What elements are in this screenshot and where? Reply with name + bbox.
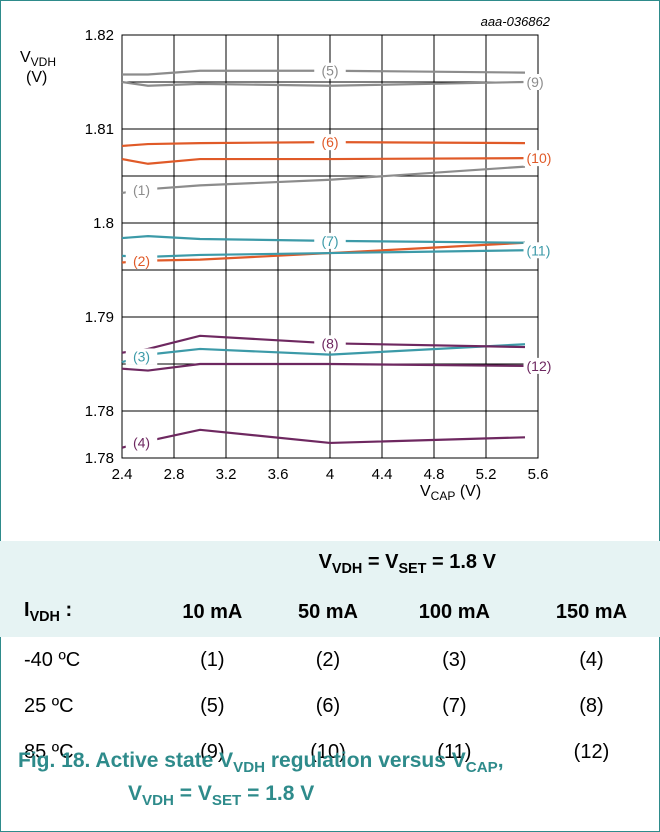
series-label: (8) (321, 335, 338, 351)
series-label-bg (314, 62, 346, 79)
series-labels: (1) (2) (3) (4) (5) (6) (7) (8) (9) (10) (11) (12) (125, 62, 564, 451)
series-label-bg (314, 335, 346, 352)
series-label-bg (125, 182, 158, 199)
series-line-9 (121, 80, 526, 87)
series-label: (6) (321, 134, 338, 150)
series-label: (12) (527, 358, 552, 374)
column-header: 50 mA (270, 587, 386, 637)
series-line-4 (121, 428, 526, 449)
curve-id-cell: (6) (315, 694, 341, 717)
series-label-bg (314, 134, 346, 151)
y-tick-label: 1.81 (85, 121, 114, 138)
series-label: (2) (133, 253, 150, 269)
y-axis-label: VVDH (20, 49, 56, 69)
y-tick-label: 1.79 (85, 309, 114, 326)
x-tick-label: 4.4 (372, 466, 393, 483)
series-line-12 (121, 362, 526, 372)
series-label: (7) (321, 233, 338, 249)
series-label-bg (523, 74, 555, 90)
series-label-bg (125, 348, 158, 365)
x-tick-label: 3.2 (216, 466, 237, 483)
legend-table-title-row: VVDH = VSET = 1.8 V (0, 541, 660, 587)
y-tick-label: 1.8 (93, 215, 114, 232)
curve-id-cell: (3) (442, 648, 467, 671)
series-label: (1) (133, 182, 150, 198)
figure-caption: Fig. 18. Active state VVDH regulation ve… (18, 749, 504, 810)
y-tick-labels: 1.78 1.78 1.79 1.8 1.81 1.82 (85, 27, 114, 467)
series-label-bg (125, 253, 158, 270)
column-header: 150 mA (522, 587, 660, 637)
series-lines (121, 69, 526, 449)
legend-table-header-row: IVDH : 10 mA 50 mA 100 mA 150 mA (0, 587, 660, 637)
series-label-bg (314, 232, 346, 249)
table-row: 25 ºC (5) (6) (7) (8) (0, 683, 660, 729)
curve-id-cell: (10) (310, 740, 346, 763)
x-tick-label: 4.8 (424, 466, 445, 483)
doc-id: aaa-036862 (481, 14, 551, 29)
column-header: 10 mA (154, 587, 271, 637)
curve-id-cell: (5) (200, 694, 225, 717)
series-label: (11) (527, 242, 551, 258)
series-line-7 (121, 235, 526, 244)
y-tick-label: 1.78 (85, 450, 114, 467)
curve-id-cell: (9) (200, 740, 225, 763)
curve-id-cell: (8) (579, 694, 604, 717)
table-row: 85 ºC (9) (10) (11) (12) (0, 729, 660, 775)
series-line-1 (121, 165, 526, 195)
series-label-bg (125, 434, 158, 451)
y-tick-label: 1.78 (85, 403, 114, 420)
curve-id-cell: (1) (200, 648, 225, 671)
x-tick-label: 4 (326, 466, 334, 483)
line-chart: 1.78 1.78 1.79 1.8 1.81 1.82 2.4 2.8 3.2 3.6 4 4.4… (20, 14, 564, 503)
curve-id-cell: (7) (442, 694, 467, 717)
series-label: (3) (133, 348, 150, 364)
temperature-cell: 85 ºC (24, 740, 74, 763)
series-label: (10) (527, 150, 552, 166)
x-tick-labels: 2.4 2.8 3.2 3.6 4 4.4 4.8 5.2 5.6 (112, 466, 549, 483)
x-axis-label: VCAP (V) (420, 483, 481, 503)
curve-id-cell: (12) (573, 740, 610, 763)
x-tick-label: 5.2 (476, 466, 497, 483)
temperature-cell: -40 ºC (24, 648, 81, 671)
legend-table: VVDH = VSET = 1.8 V IVDH : 10 mA 50 mA 1… (0, 541, 660, 775)
x-tick-label: 2.8 (164, 466, 185, 483)
series-label-bg (523, 357, 564, 374)
x-tick-label: 3.6 (268, 466, 289, 483)
temperature-cell: 25 ºC (24, 694, 74, 717)
series-label-bg (523, 242, 564, 259)
curve-id-cell: (4) (579, 648, 604, 671)
series-label: (4) (133, 435, 150, 451)
curve-id-cell: (2) (315, 648, 341, 671)
x-tick-label: 5.6 (528, 466, 549, 483)
y-axis-unit: (V) (26, 69, 47, 86)
series-label: (5) (321, 63, 338, 79)
series-line-11 (121, 249, 526, 258)
legend-table-title: VVDH = VSET = 1.8 V (154, 541, 660, 587)
column-header: 100 mA (385, 587, 523, 637)
current-header: IVDH : (0, 587, 155, 637)
table-row: -40 ºC (1) (2) (3) (4) (0, 637, 660, 683)
series-label-bg (523, 150, 564, 167)
curve-id-cell: (11) (437, 740, 472, 763)
series-line-10 (121, 157, 526, 165)
series-line-6 (121, 141, 526, 148)
series-line-5 (122, 69, 526, 76)
series-label: (9) (527, 74, 544, 90)
y-tick-label: 1.82 (85, 27, 114, 44)
x-tick-label: 2.4 (112, 466, 133, 483)
